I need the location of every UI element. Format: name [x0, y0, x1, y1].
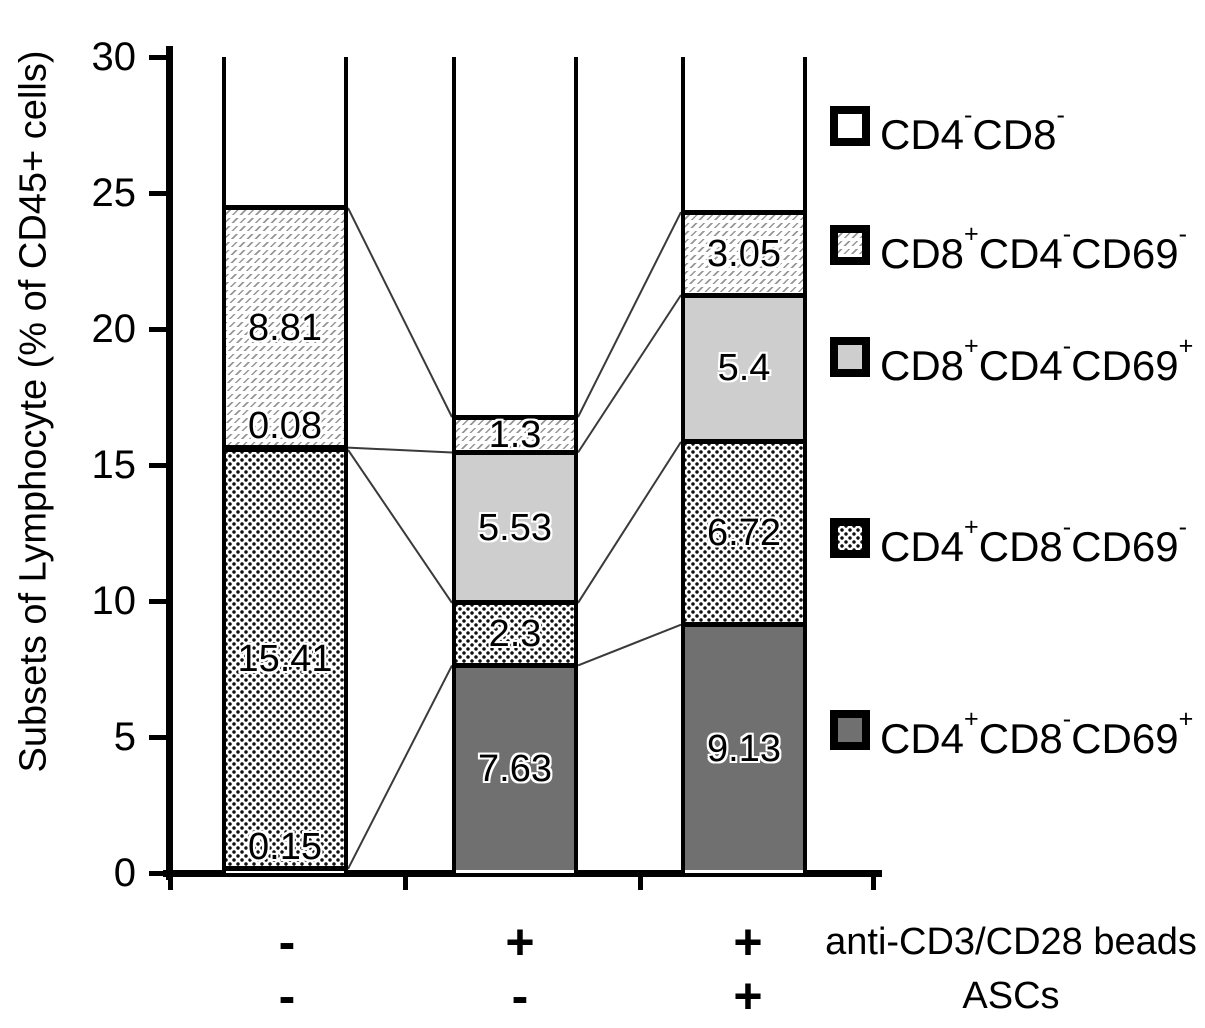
y-tick-label: 20	[91, 307, 137, 351]
y-axis-line	[166, 46, 173, 880]
y-tick-label: 10	[91, 579, 137, 623]
legend-label: CD8+CD4-CD69-	[880, 219, 1187, 277]
connector-line	[347, 449, 453, 604]
bar2-value-label: 2.3	[488, 613, 542, 656]
bar1-value-label: 8.81	[248, 306, 322, 349]
x-tick-mark	[167, 877, 173, 890]
x-tick-mark	[637, 877, 643, 890]
bar3-value-label: 6.72	[707, 512, 781, 555]
bar3-segment-dots	[685, 439, 803, 623]
bar2-value-label: 5.53	[478, 506, 552, 549]
condition-ascs-bar3: +	[733, 968, 763, 1024]
legend-label: CD4-CD8-	[880, 100, 1065, 158]
condition-row-label-ascs: ASCs	[962, 975, 1060, 1017]
x-tick-mark	[870, 877, 876, 890]
bar3-segment-hatch	[685, 209, 803, 293]
bar3-segment-darkgray	[685, 622, 803, 871]
bar2-segment-darkgray	[456, 662, 574, 871]
bar2-segment-dots	[456, 600, 574, 663]
connector-line	[347, 446, 453, 454]
connector-line	[347, 207, 453, 418]
condition-beads-bar2: +	[505, 914, 535, 970]
y-tick-label: 25	[91, 171, 137, 215]
bar1-segment-lightgray	[226, 445, 344, 451]
y-tick-label: 15	[91, 443, 137, 487]
connector-line	[577, 441, 682, 604]
y-tick-mark	[149, 462, 166, 468]
connector-line	[577, 294, 682, 454]
bar1-value-label: 0.15	[248, 825, 322, 868]
bar1-value-label: 0.08	[248, 404, 322, 447]
bar3-segment-lightgray	[685, 292, 803, 440]
connector-line	[577, 211, 682, 418]
condition-ascs-bar1: -	[278, 968, 296, 1024]
legend-swatch-hatch-icon	[830, 225, 870, 265]
x-tick-mark	[402, 877, 408, 890]
legend-label: CD4+CD8-CD69-	[880, 512, 1187, 570]
bar3-value-label: 5.4	[717, 347, 771, 390]
bar2-segment-lightgray	[456, 449, 574, 601]
y-tick-label: 30	[91, 35, 137, 79]
y-tick-mark	[149, 326, 166, 332]
bar2-segment-hatch	[456, 414, 574, 450]
y-tick-mark	[149, 870, 166, 876]
legend-row-white: CD4-CD8-	[830, 101, 1205, 157]
legend-label: CD8+CD4-CD69+	[880, 331, 1194, 389]
y-tick-mark	[149, 598, 166, 604]
connector-line	[347, 665, 453, 870]
legend-row-hatch: CD8+CD4-CD69-	[830, 220, 1205, 276]
y-tick-label: 5	[113, 715, 136, 759]
legend-swatch-dots-icon	[830, 518, 870, 558]
legend-row-darkgray: CD4+CD8-CD69+	[830, 705, 1205, 761]
legend-label: CD4+CD8-CD69+	[880, 704, 1194, 762]
y-tick-mark	[149, 734, 166, 740]
condition-beads-bar3: +	[733, 914, 763, 970]
legend-swatch-white-icon	[830, 106, 870, 146]
bar2-value-label: 7.63	[478, 748, 552, 791]
bar2-value-label: 1.3	[488, 413, 542, 456]
bar3-value-label: 9.13	[707, 727, 781, 770]
bar1-segment-darkgray	[226, 866, 344, 872]
y-tick-mark	[149, 190, 166, 196]
y-tick-mark	[149, 54, 166, 60]
legend-swatch-darkgray-icon	[830, 710, 870, 750]
connector-line	[577, 623, 682, 667]
condition-ascs-bar2: -	[511, 968, 529, 1024]
legend-row-lightgray: CD8+CD4-CD69+	[830, 332, 1205, 388]
legend-row-dots: CD4+CD8-CD69-	[830, 513, 1205, 569]
condition-beads-bar1: -	[278, 914, 296, 970]
bar1-segment-dots	[226, 447, 344, 867]
x-axis-line	[163, 870, 882, 877]
y-tick-label: 0	[113, 851, 136, 895]
bar1-value-label: 15.41	[237, 638, 333, 681]
bar1-segment-hatch	[226, 205, 344, 446]
legend-swatch-lightgray-icon	[830, 337, 870, 377]
bar3-value-label: 3.05	[707, 232, 781, 275]
condition-row-label-beads: anti-CD3/CD28 beads	[825, 921, 1197, 963]
